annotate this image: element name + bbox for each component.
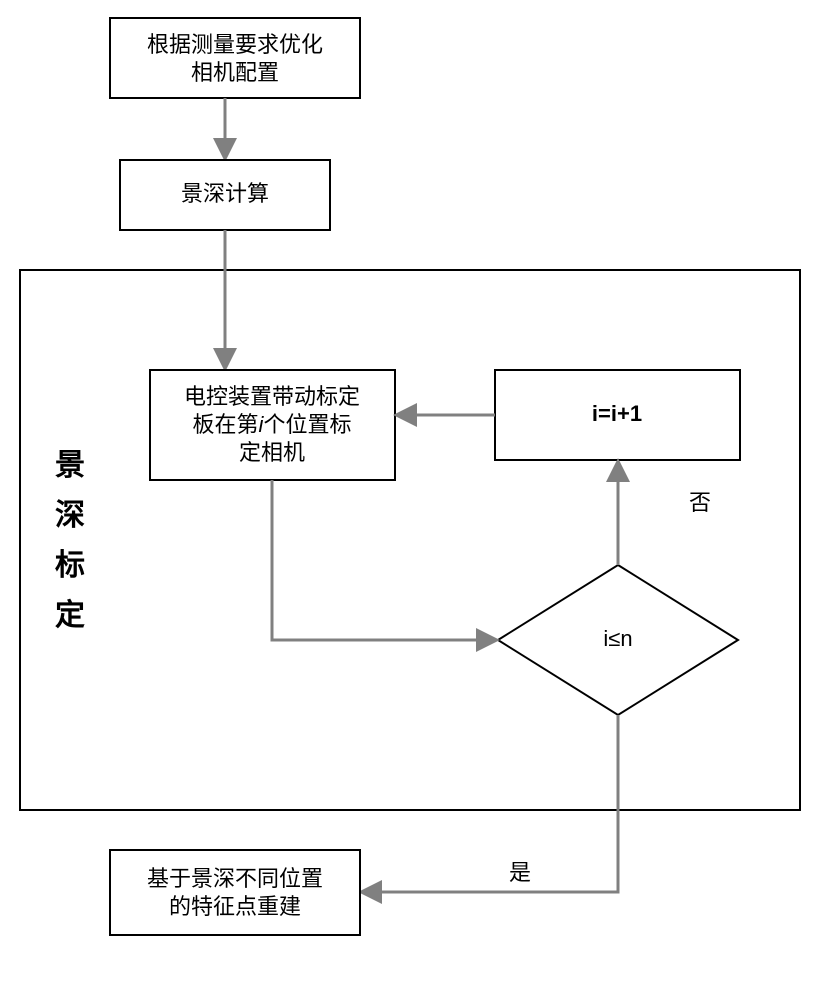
n6-line2: 的特征点重建 bbox=[169, 894, 301, 919]
calibration-container bbox=[20, 270, 800, 810]
n3-line2: 板在第i个位置标 bbox=[193, 412, 352, 437]
n6-line1: 基于景深不同位置 bbox=[147, 866, 323, 891]
node-calibrate-position: 电控装置带动标定 板在第i个位置标 定相机 bbox=[150, 370, 395, 480]
title-char-3: 定 bbox=[55, 598, 85, 632]
container-title: 景 深 标 定 bbox=[55, 449, 85, 632]
node-increment: i=i+1 bbox=[495, 370, 740, 460]
n5-label: i≤n bbox=[603, 626, 632, 651]
node-optimize-camera: 根据测量要求优化 相机配置 bbox=[110, 18, 360, 98]
n1-line1: 根据测量要求优化 bbox=[147, 32, 323, 57]
edge-n5-n6 bbox=[362, 715, 618, 892]
n1-line2: 相机配置 bbox=[191, 60, 279, 85]
node-depth-calc: 景深计算 bbox=[120, 160, 330, 230]
n2-line1: 景深计算 bbox=[181, 181, 269, 206]
title-char-1: 深 bbox=[55, 499, 85, 532]
node-decision: i≤n bbox=[498, 565, 738, 715]
n3-line1: 电控装置带动标定 bbox=[184, 384, 360, 409]
n4-label: i=i+1 bbox=[592, 401, 642, 426]
label-no: 否 bbox=[689, 490, 711, 515]
node-reconstruct: 基于景深不同位置 的特征点重建 bbox=[110, 850, 360, 935]
title-char-2: 标 bbox=[55, 549, 85, 582]
title-char-0: 景 bbox=[55, 449, 85, 482]
edge-n3-n5 bbox=[272, 480, 496, 640]
label-yes: 是 bbox=[509, 860, 531, 885]
n3-line3: 定相机 bbox=[239, 440, 305, 465]
